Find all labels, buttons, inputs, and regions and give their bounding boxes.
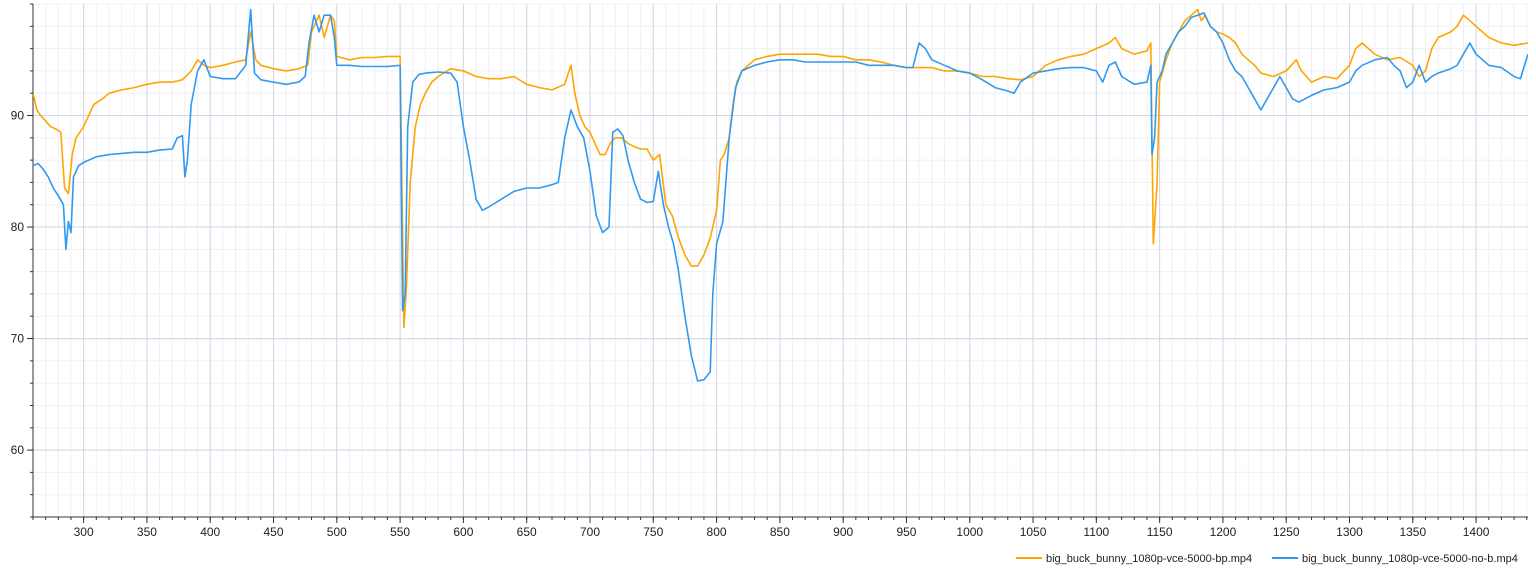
x-tick-label: 850 (770, 525, 790, 539)
x-tick-label: 800 (707, 525, 727, 539)
grid (32, 3, 1528, 518)
x-tick-label: 350 (137, 525, 157, 539)
x-tick-label: 1400 (1463, 525, 1490, 539)
y-tick-label: 80 (11, 220, 25, 234)
series-layer (33, 8, 1528, 382)
x-tick-label: 700 (580, 525, 600, 539)
x-tick-label: 1050 (1020, 525, 1047, 539)
series-line-0 (33, 8, 1528, 329)
y-tick-label: 60 (11, 443, 25, 457)
axes: 300 350 400 450 500 550 600 650 700 750 800 850 900 9… (11, 3, 1528, 539)
x-tick-label: 950 (896, 525, 916, 539)
x-tick-label: 1150 (1147, 525, 1173, 539)
x-tick-label: 400 (200, 525, 220, 539)
x-tick-label: 750 (643, 525, 663, 539)
y-tick-label: 70 (11, 332, 25, 346)
x-tick-label: 1000 (956, 525, 983, 539)
x-tick-label: 1250 (1273, 525, 1300, 539)
legend-label-1: big_buck_bunny_1080p-vce-5000-no-b.mp4 (1302, 553, 1518, 565)
x-tick-label: 500 (327, 525, 347, 539)
x-tick-label: 450 (264, 525, 284, 539)
x-tick-label: 550 (390, 525, 410, 539)
x-tick-label: 650 (517, 525, 537, 539)
legend-label-0: big_buck_bunny_1080p-vce-5000-bp.mp4 (1046, 553, 1252, 565)
legend: big_buck_bunny_1080p-vce-5000-bp.mp4 big_… (1016, 553, 1518, 565)
x-tick-label: 1300 (1336, 525, 1363, 539)
x-tick-label: 300 (74, 525, 94, 539)
x-tick-label: 600 (453, 525, 473, 539)
x-tick-label: 900 (833, 525, 853, 539)
x-tick-label: 1350 (1399, 525, 1426, 539)
y-tick-label: 90 (11, 109, 25, 123)
series-line-1 (33, 8, 1528, 382)
x-tick-label: 1100 (1083, 525, 1109, 539)
x-tick-label: 1200 (1210, 525, 1237, 539)
